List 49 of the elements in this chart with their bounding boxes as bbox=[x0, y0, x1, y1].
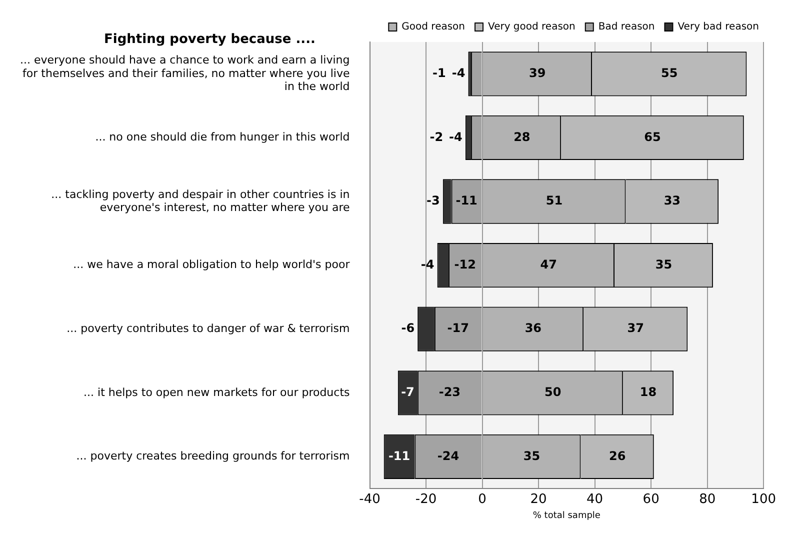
data-label: -4 bbox=[449, 130, 462, 144]
data-label: 65 bbox=[644, 130, 661, 144]
y-tick-label: ... everyone should have a chance to work and earn a living for themselves and their families, no matter where you live in the world bbox=[20, 54, 350, 93]
data-label: -11 bbox=[456, 194, 478, 208]
data-label: 26 bbox=[608, 448, 626, 463]
data-label: 37 bbox=[627, 321, 644, 336]
y-tick-label: ... we have a moral obligation to help world's poor bbox=[73, 258, 350, 272]
x-axis-title: % total sample bbox=[532, 510, 601, 521]
legend-label: Very good reason bbox=[488, 22, 576, 33]
legend-label: Very bad reason bbox=[678, 22, 759, 33]
data-label: -4 bbox=[452, 66, 466, 80]
x-tick-label: 20 bbox=[530, 492, 547, 507]
data-label: -24 bbox=[437, 448, 460, 463]
data-label: 36 bbox=[524, 321, 542, 336]
data-label: 18 bbox=[640, 385, 657, 400]
y-tick-label: ... poverty contributes to danger of war & terrorism bbox=[66, 322, 350, 335]
y-tick-label: ... it helps to open new markets for our products bbox=[84, 386, 350, 399]
y-tick-label: ... no one should die from hunger in this world bbox=[95, 130, 350, 144]
x-tick-label: 0 bbox=[478, 492, 486, 507]
data-label: 51 bbox=[546, 194, 563, 208]
x-tick-label: -20 bbox=[415, 492, 437, 507]
text: Fighting poverty because .... bbox=[104, 32, 316, 47]
data-label: 50 bbox=[544, 385, 562, 400]
data-label: 33 bbox=[664, 194, 681, 208]
legend-label: Good reason bbox=[402, 22, 466, 33]
x-tick-label: 100 bbox=[751, 492, 776, 507]
data-label: -2 bbox=[430, 130, 444, 144]
data-label: 28 bbox=[514, 130, 530, 144]
data-label: -7 bbox=[401, 385, 414, 400]
data-label: -11 bbox=[388, 448, 410, 463]
data-label: -12 bbox=[454, 257, 476, 272]
data-label: 35 bbox=[655, 257, 672, 272]
y-tick-label: ... poverty creates breeding grounds for terrorism bbox=[76, 450, 350, 463]
data-label: -1 bbox=[432, 66, 446, 80]
data-label: -23 bbox=[438, 385, 461, 400]
x-tick-label: 60 bbox=[642, 492, 660, 507]
y-tick-label: ... tackling poverty and despair in other countries is in everyone's interest, no matter where you are bbox=[51, 188, 350, 214]
data-label: -6 bbox=[401, 321, 415, 336]
legend-label: Bad reason bbox=[598, 22, 655, 33]
data-label: -4 bbox=[420, 257, 434, 272]
x-tick-label: -40 bbox=[359, 492, 380, 507]
data-label: 55 bbox=[661, 66, 678, 80]
x-tick-label: 80 bbox=[699, 492, 716, 507]
data-label: 47 bbox=[540, 257, 557, 272]
x-tick-label: 40 bbox=[586, 492, 604, 507]
data-label: -17 bbox=[447, 321, 469, 336]
data-label: 39 bbox=[529, 66, 546, 80]
data-label: -3 bbox=[426, 194, 440, 208]
data-label: 35 bbox=[523, 448, 540, 463]
